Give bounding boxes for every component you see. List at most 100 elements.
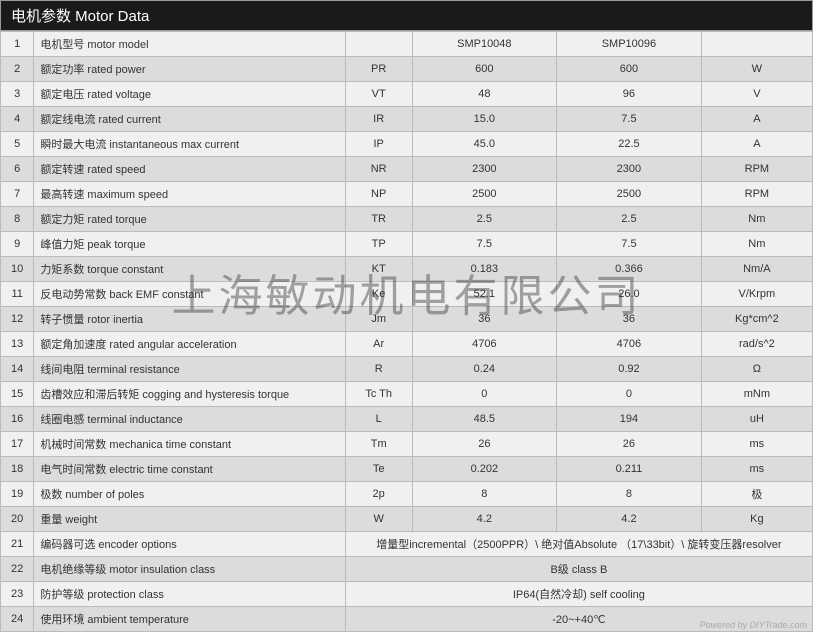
param-label: 峰值力矩 peak torque — [34, 232, 345, 257]
value-model-2: 0.211 — [557, 457, 702, 482]
param-unit: W — [701, 57, 812, 82]
value-model-2: 22.5 — [557, 132, 702, 157]
value-model-1: 0.24 — [412, 357, 557, 382]
value-model-1: 45.0 — [412, 132, 557, 157]
table-row: 2额定功率 rated powerPR600600W — [1, 57, 813, 82]
param-symbol — [345, 32, 412, 57]
value-model-2: 26.0 — [557, 282, 702, 307]
row-number: 1 — [1, 32, 34, 57]
table-row: 20重量 weightW4.24.2Kg — [1, 507, 813, 532]
param-label: 极数 number of poles — [34, 482, 345, 507]
value-model-1: 48.5 — [412, 407, 557, 432]
value-model-2: 2.5 — [557, 207, 702, 232]
row-number: 20 — [1, 507, 34, 532]
value-model-1: 2300 — [412, 157, 557, 182]
param-symbol: Jm — [345, 307, 412, 332]
value-model-2: 4.2 — [557, 507, 702, 532]
table-row: 4额定线电流 rated currentIR15.07.5A — [1, 107, 813, 132]
param-label: 额定线电流 rated current — [34, 107, 345, 132]
param-unit — [701, 32, 812, 57]
value-model-1: 26 — [412, 432, 557, 457]
param-unit: V — [701, 82, 812, 107]
value-model-1: 0.202 — [412, 457, 557, 482]
param-symbol: NP — [345, 182, 412, 207]
footer-credit: Powered by DIYTrade.com — [700, 620, 807, 630]
value-model-2: 7.5 — [557, 232, 702, 257]
param-symbol: W — [345, 507, 412, 532]
param-label: 力矩系数 torque constant — [34, 257, 345, 282]
table-row: 19极数 number of poles2p88极 — [1, 482, 813, 507]
value-model-2: 36 — [557, 307, 702, 332]
param-symbol: TR — [345, 207, 412, 232]
param-unit: ms — [701, 432, 812, 457]
param-symbol: IR — [345, 107, 412, 132]
param-unit: Kg*cm^2 — [701, 307, 812, 332]
param-unit: RPM — [701, 157, 812, 182]
param-symbol: Tm — [345, 432, 412, 457]
value-model-1: 0 — [412, 382, 557, 407]
param-symbol: 2p — [345, 482, 412, 507]
param-label: 使用环境 ambient temperature — [34, 607, 345, 632]
row-number: 19 — [1, 482, 34, 507]
table-row: 11反电动势常数 back EMF constantKe52.126.0V/Kr… — [1, 282, 813, 307]
param-label: 额定力矩 rated torque — [34, 207, 345, 232]
param-unit: Kg — [701, 507, 812, 532]
param-unit: Nm/A — [701, 257, 812, 282]
table-row: 3额定电压 rated voltageVT4896V — [1, 82, 813, 107]
param-label: 机械时间常数 mechanica time constant — [34, 432, 345, 457]
param-symbol: PR — [345, 57, 412, 82]
table-row: 21编码器可选 encoder options增量型incremental（25… — [1, 532, 813, 557]
param-unit: Ω — [701, 357, 812, 382]
table-row: 17机械时间常数 mechanica time constantTm2626ms — [1, 432, 813, 457]
param-symbol: R — [345, 357, 412, 382]
value-model-1: 4.2 — [412, 507, 557, 532]
param-unit: ms — [701, 457, 812, 482]
value-model-1: 52.1 — [412, 282, 557, 307]
param-unit: 极 — [701, 482, 812, 507]
table-row: 23防护等级 protection classIP64(自然冷却) self c… — [1, 582, 813, 607]
row-number: 17 — [1, 432, 34, 457]
value-model-2: 7.5 — [557, 107, 702, 132]
param-unit: uH — [701, 407, 812, 432]
value-model-2: 0.366 — [557, 257, 702, 282]
value-model-1: SMP10048 — [412, 32, 557, 57]
param-unit: mNm — [701, 382, 812, 407]
value-model-2: 26 — [557, 432, 702, 457]
merged-value: 增量型incremental（2500PPR）\ 绝对值Absolute （17… — [345, 532, 812, 557]
value-model-1: 48 — [412, 82, 557, 107]
table-row: 12转子惯量 rotor inertiaJm3636Kg*cm^2 — [1, 307, 813, 332]
value-model-2: 0.92 — [557, 357, 702, 382]
value-model-1: 600 — [412, 57, 557, 82]
table-row: 1电机型号 motor modelSMP10048SMP10096 — [1, 32, 813, 57]
param-symbol: TP — [345, 232, 412, 257]
value-model-1: 2500 — [412, 182, 557, 207]
param-unit: RPM — [701, 182, 812, 207]
row-number: 18 — [1, 457, 34, 482]
table-row: 18电气时间常数 electric time constantTe0.2020.… — [1, 457, 813, 482]
table-row: 5瞬时最大电流 instantaneous max currentIP45.02… — [1, 132, 813, 157]
motor-data-table: 1电机型号 motor modelSMP10048SMP100962额定功率 r… — [0, 31, 813, 632]
merged-value: IP64(自然冷却) self cooling — [345, 582, 812, 607]
param-label: 电机型号 motor model — [34, 32, 345, 57]
row-number: 16 — [1, 407, 34, 432]
param-label: 编码器可选 encoder options — [34, 532, 345, 557]
param-label: 防护等级 protection class — [34, 582, 345, 607]
row-number: 14 — [1, 357, 34, 382]
param-label: 齿槽效应和滞后转矩 cogging and hysteresis torque — [34, 382, 345, 407]
table-row: 6额定转速 rated speedNR23002300RPM — [1, 157, 813, 182]
param-label: 转子惯量 rotor inertia — [34, 307, 345, 332]
value-model-1: 8 — [412, 482, 557, 507]
param-symbol: L — [345, 407, 412, 432]
param-label: 重量 weight — [34, 507, 345, 532]
param-label: 线间电阻 terminal resistance — [34, 357, 345, 382]
section-title: 电机参数 Motor Data — [0, 0, 813, 31]
row-number: 24 — [1, 607, 34, 632]
value-model-2: 4706 — [557, 332, 702, 357]
row-number: 15 — [1, 382, 34, 407]
table-row: 15齿槽效应和滞后转矩 cogging and hysteresis torqu… — [1, 382, 813, 407]
value-model-1: 2.5 — [412, 207, 557, 232]
value-model-2: 96 — [557, 82, 702, 107]
param-symbol: Ar — [345, 332, 412, 357]
param-label: 额定角加速度 rated angular acceleration — [34, 332, 345, 357]
value-model-2: 600 — [557, 57, 702, 82]
